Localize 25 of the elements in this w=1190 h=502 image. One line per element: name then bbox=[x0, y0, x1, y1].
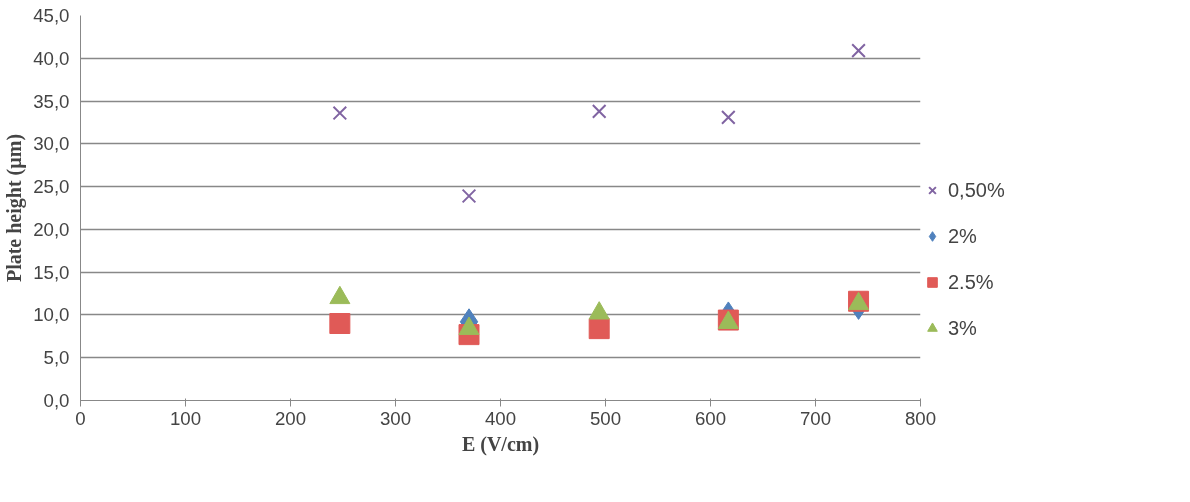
x-tick-label: 500 bbox=[589, 407, 622, 429]
y-tick-label: 20,0 bbox=[33, 218, 70, 240]
y-axis-title: Plate height (µm) bbox=[3, 133, 27, 283]
x-tick-label: 600 bbox=[694, 407, 727, 429]
legend-label: 2.5% bbox=[948, 270, 994, 294]
y-tick-label: 45,0 bbox=[33, 5, 70, 26]
y-tick-label: 10,0 bbox=[33, 304, 70, 326]
x-tick-label: 300 bbox=[379, 407, 412, 429]
x-tick-label: 700 bbox=[799, 407, 832, 429]
y-tick-label: 15,0 bbox=[33, 261, 70, 283]
y-tick-label: 0,0 bbox=[43, 390, 70, 411]
legend-label: 3% bbox=[948, 316, 977, 340]
x-axis-title: E (V/cm) bbox=[461, 432, 540, 456]
x-tick-label: 400 bbox=[484, 407, 517, 429]
x-tick-label: 800 bbox=[904, 407, 937, 429]
x-tick-label: 0 bbox=[75, 407, 86, 429]
legend-label: 0,50% bbox=[948, 178, 1005, 202]
y-tick-label: 25,0 bbox=[33, 176, 70, 198]
x-tick-label: 200 bbox=[274, 407, 307, 429]
y-tick-label: 35,0 bbox=[33, 90, 70, 112]
y-tick-label: 30,0 bbox=[33, 133, 70, 155]
y-tick-label: 40,0 bbox=[33, 47, 70, 69]
legend-label: 2% bbox=[948, 224, 977, 248]
x-tick-label: 100 bbox=[169, 407, 202, 429]
y-tick-label: 5,0 bbox=[43, 347, 70, 369]
